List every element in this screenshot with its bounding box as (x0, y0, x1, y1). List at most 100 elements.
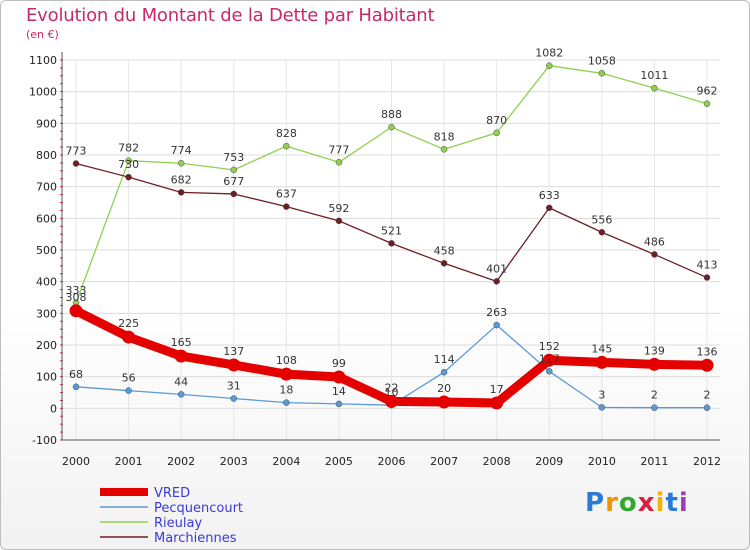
data-label: 145 (591, 342, 612, 355)
data-point (493, 129, 500, 137)
data-label: 401 (486, 262, 507, 275)
data-point (279, 367, 293, 381)
data-point (598, 70, 606, 77)
data-point (122, 330, 136, 344)
data-point (700, 358, 714, 372)
legend-label: Pecquencourt (154, 501, 243, 516)
x-tick-label: 2011 (640, 455, 668, 468)
y-tick-label: -100 (32, 434, 57, 447)
data-point (125, 157, 132, 164)
data-label: 1082 (535, 47, 563, 60)
data-label: 782 (118, 142, 139, 155)
grid (62, 59, 720, 441)
data-point (598, 404, 606, 411)
data-point (651, 251, 658, 258)
x-tick-label: 2001 (115, 455, 143, 468)
logo-letter: r (605, 488, 619, 518)
series-lines (69, 62, 714, 411)
data-point (335, 400, 343, 408)
legend-label: VRED (154, 486, 190, 501)
logo-letter: x (637, 488, 656, 518)
data-point (440, 368, 448, 376)
data-label: 114 (434, 353, 455, 366)
data-label: 136 (697, 345, 718, 358)
data-label: 14 (332, 385, 346, 398)
data-label: 486 (644, 235, 665, 248)
data-label: 308 (66, 291, 87, 304)
data-label: 10 (385, 386, 399, 399)
data-point (546, 62, 553, 69)
data-label: 117 (539, 352, 560, 365)
data-label: 592 (328, 202, 349, 215)
data-label: 18 (279, 384, 293, 397)
data-label: 3 (598, 388, 605, 401)
data-point (437, 395, 451, 409)
data-point (493, 321, 500, 329)
y-tick-label: 1100 (29, 54, 57, 67)
data-point (177, 189, 185, 196)
data-point (440, 146, 448, 153)
data-label: 56 (122, 372, 136, 385)
data-point (703, 100, 711, 107)
data-label: 677 (223, 175, 244, 188)
y-tick-label: 1000 (29, 86, 57, 99)
data-label: 333 (66, 284, 87, 297)
x-tick-label: 2003 (220, 455, 248, 468)
data-point (388, 123, 395, 131)
x-tick-label: 2006 (378, 455, 406, 468)
data-point (227, 358, 241, 372)
chart-unit-label: (en €) (26, 28, 59, 41)
y-tick-label: 500 (36, 244, 57, 257)
y-tick-label: 900 (36, 117, 57, 130)
data-point (703, 274, 711, 281)
logo-letter: i (678, 488, 689, 518)
x-tick-label: 2007 (430, 455, 458, 468)
data-point (230, 190, 237, 198)
data-label: 962 (697, 85, 718, 98)
data-point (651, 404, 658, 411)
y-tick-label: 600 (36, 212, 57, 225)
legend-label: Marchiennes (154, 531, 237, 546)
data-label: 773 (66, 145, 87, 158)
data-label: 22 (385, 381, 399, 394)
data-point (598, 229, 606, 236)
logo-letter: o (618, 488, 638, 518)
data-point (335, 217, 343, 225)
x-tick-label: 2005 (325, 455, 353, 468)
y-tick-label: 400 (36, 276, 57, 289)
data-label: 137 (223, 345, 244, 358)
y-tick-label: 100 (36, 371, 57, 384)
data-label: 458 (434, 244, 455, 257)
data-label: 139 (644, 344, 665, 357)
data-point (230, 395, 237, 402)
data-point (335, 159, 343, 166)
data-point (283, 399, 290, 406)
data-point (546, 204, 553, 212)
data-point (703, 404, 711, 411)
data-label: 682 (171, 173, 192, 186)
data-point (595, 355, 609, 369)
data-point (388, 240, 395, 247)
data-label: 2 (651, 389, 658, 402)
logo-letter: t (665, 488, 679, 518)
data-label: 44 (174, 375, 188, 388)
data-label: 818 (434, 130, 455, 143)
data-label: 2 (704, 389, 711, 402)
logo-letter: P (585, 488, 606, 518)
y-tick-label: 200 (36, 339, 57, 352)
data-point (69, 304, 83, 318)
data-label: 777 (328, 143, 349, 156)
data-label: 1058 (588, 54, 616, 67)
data-point (546, 368, 553, 375)
x-tick-label: 2004 (272, 455, 300, 468)
data-point (72, 383, 80, 391)
data-label: 263 (486, 306, 507, 319)
x-tick-label: 2000 (62, 455, 90, 468)
data-label: 108 (276, 354, 297, 367)
y-tick-label: 0 (50, 402, 57, 415)
data-label: 888 (381, 108, 402, 121)
data-label: 774 (171, 144, 192, 157)
y-tick-label: 300 (36, 307, 57, 320)
x-tick-label: 2008 (483, 455, 511, 468)
data-point (125, 173, 132, 181)
